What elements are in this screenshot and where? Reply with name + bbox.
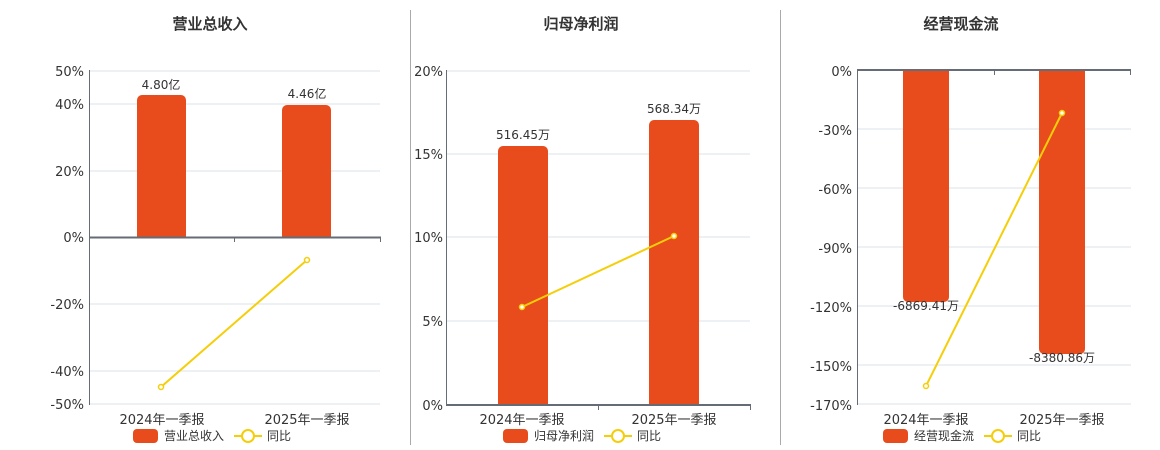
svg-text:-90%: -90%: [818, 242, 852, 257]
svg-text:-150%: -150%: [810, 360, 852, 375]
yoy-line: [160, 259, 308, 388]
svg-text:2025年一季报: 2025年一季报: [631, 413, 716, 428]
chart-title: 归母净利润: [543, 15, 619, 33]
yoy-point[interactable]: [303, 256, 311, 264]
svg-text:2025年一季报: 2025年一季报: [1019, 413, 1104, 428]
svg-text:-40%: -40%: [50, 365, 84, 380]
bar-labels: -6869.41万 -8380.86万: [893, 299, 1095, 365]
svg-text:-6869.41万: -6869.41万: [893, 299, 959, 313]
legend-bar-swatch[interactable]: [883, 428, 908, 443]
svg-text:20%: 20%: [55, 165, 84, 180]
cash-flow-chart: 0% -30% -60% -90% -120% -150% -170% -686…: [810, 65, 1131, 428]
svg-text:-20%: -20%: [50, 298, 84, 313]
x-axis-labels: 2024年一季报 2025年一季报: [119, 413, 349, 428]
svg-text:0%: 0%: [63, 231, 84, 246]
yoy-point[interactable]: [922, 382, 930, 390]
legend-line-label[interactable]: 同比: [1017, 429, 1042, 443]
legend: 经营现金流 同比: [883, 427, 1041, 444]
legend-line-icon[interactable]: [604, 428, 633, 443]
panel-divider: [410, 10, 411, 445]
svg-text:516.45万: 516.45万: [496, 128, 550, 142]
grid-lines: [90, 70, 380, 405]
legend-bar-label[interactable]: 经营现金流: [914, 429, 975, 443]
bar-labels: 516.45万 568.34万: [496, 102, 701, 142]
yoy-point[interactable]: [1058, 109, 1066, 117]
legend-line-icon[interactable]: [984, 428, 1013, 443]
legend: 营业总收入 .lg-line:before{background:#F5CE0A…: [133, 427, 291, 444]
bar-2025[interactable]: [649, 120, 699, 405]
svg-text:40%: 40%: [55, 98, 84, 113]
revenue-panel: 营业总收入 50% 40% 20% 0% -20% -40% -50% 4.80…: [0, 0, 410, 450]
bar-labels: 4.80亿 4.46亿: [142, 77, 327, 101]
svg-text:10%: 10%: [414, 231, 443, 246]
svg-text:4.80亿: 4.80亿: [142, 77, 181, 92]
svg-text:-50%: -50%: [50, 398, 84, 413]
legend-bar-swatch[interactable]: [503, 428, 528, 443]
yoy-point[interactable]: [518, 303, 526, 311]
bar-2024[interactable]: [498, 146, 548, 405]
x-axis-labels: 2024年一季报 2025年一季报: [479, 413, 716, 428]
bar-2025[interactable]: [282, 105, 331, 237]
x-axis-labels: 2024年一季报 2025年一季报: [883, 413, 1104, 428]
chart-title: 营业总收入: [172, 15, 248, 33]
svg-text:4.46亿: 4.46亿: [288, 86, 327, 101]
svg-text:5%: 5%: [422, 315, 443, 330]
svg-text:2024年一季报: 2024年一季报: [883, 413, 968, 428]
chart-title: 经营现金流: [923, 15, 999, 33]
y-axis-ticks: 50% 40% 20% 0% -20% -40% -50%: [50, 65, 84, 413]
panel-divider: [780, 10, 781, 445]
legend-bar-label[interactable]: 归母净利润: [534, 429, 595, 443]
yoy-line: [521, 235, 675, 308]
svg-text:2024年一季报: 2024年一季报: [119, 413, 204, 428]
bar-2024[interactable]: [903, 70, 949, 302]
legend-line-label[interactable]: 同比: [267, 429, 292, 443]
yoy-point[interactable]: [157, 383, 165, 391]
legend-bar-label[interactable]: 营业总收入: [164, 429, 225, 443]
grid-lines: [447, 70, 750, 322]
y-axis-ticks: 20% 15% 10% 5% 0%: [414, 65, 443, 414]
yoy-line: [925, 112, 1063, 387]
svg-text:20%: 20%: [414, 65, 443, 80]
net-profit-chart: 20% 15% 10% 5% 0% 516.45万 568.34万 2024年一…: [414, 65, 751, 428]
legend-bar-swatch[interactable]: [133, 428, 158, 443]
cash-flow-panel: 经营现金流 0% -30% -60% -90% -120% -150% -170…: [781, 0, 1160, 450]
revenue-chart: 50% 40% 20% 0% -20% -40% -50% 4.80亿 4.46…: [50, 65, 381, 428]
legend-line-label[interactable]: 同比: [637, 429, 662, 443]
svg-text:-30%: -30%: [818, 124, 852, 139]
svg-text:0%: 0%: [831, 65, 852, 80]
svg-text:-120%: -120%: [810, 301, 852, 316]
legend: 归母净利润 同比: [503, 427, 661, 444]
svg-text:0%: 0%: [422, 399, 443, 414]
net-profit-panel: 归母净利润 20% 15% 10% 5% 0% 516.45万 568.34万: [411, 0, 781, 450]
y-axis-ticks: 0% -30% -60% -90% -120% -150% -170%: [810, 65, 852, 414]
bar-2025[interactable]: [1039, 70, 1085, 354]
svg-text:-8380.86万: -8380.86万: [1029, 351, 1095, 365]
svg-text:-170%: -170%: [810, 399, 852, 414]
legend-line-icon[interactable]: .lg-line:before{background:#F5CE0A;} .lg…: [234, 428, 263, 443]
svg-text:-60%: -60%: [818, 183, 852, 198]
svg-text:50%: 50%: [55, 65, 84, 80]
yoy-point[interactable]: [670, 232, 678, 240]
svg-text:15%: 15%: [414, 148, 443, 163]
svg-text:568.34万: 568.34万: [647, 102, 701, 116]
svg-text:2024年一季报: 2024年一季报: [479, 413, 564, 428]
bar-2024[interactable]: [137, 95, 186, 237]
svg-text:2025年一季报: 2025年一季报: [264, 413, 349, 428]
